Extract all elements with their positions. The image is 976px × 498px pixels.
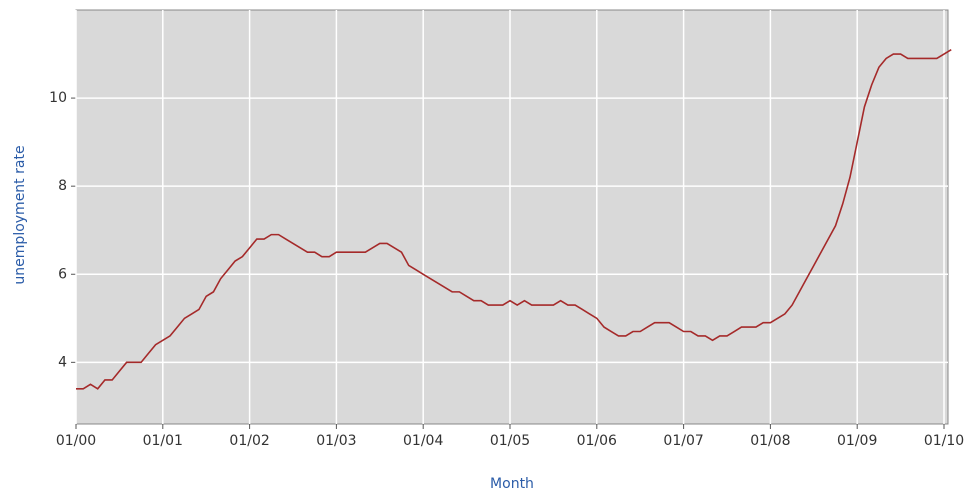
x-tick-label: 01/05 bbox=[490, 433, 530, 449]
plot-area bbox=[75, 9, 949, 425]
x-tick-label: 01/01 bbox=[143, 433, 183, 449]
x-tick-label: 01/04 bbox=[403, 433, 443, 449]
x-tick-label: 01/03 bbox=[316, 433, 356, 449]
y-axis-title: unemployment rate bbox=[12, 145, 28, 284]
x-tick-label: 01/08 bbox=[750, 433, 790, 449]
x-tick-label: 01/07 bbox=[663, 433, 703, 449]
y-tick-label: 8 bbox=[58, 178, 67, 194]
x-tick-label: 01/10 bbox=[924, 433, 964, 449]
x-tick-label: 01/06 bbox=[577, 433, 617, 449]
y-tick-label: 4 bbox=[58, 354, 67, 370]
x-tick-label: 01/02 bbox=[229, 433, 269, 449]
data-line bbox=[76, 48, 952, 390]
x-tick-label: 01/00 bbox=[56, 433, 96, 449]
x-tick-label: 01/09 bbox=[837, 433, 877, 449]
y-tick-label: 6 bbox=[58, 266, 67, 282]
x-axis-title: Month bbox=[490, 476, 534, 492]
y-tick-label: 10 bbox=[49, 90, 67, 106]
